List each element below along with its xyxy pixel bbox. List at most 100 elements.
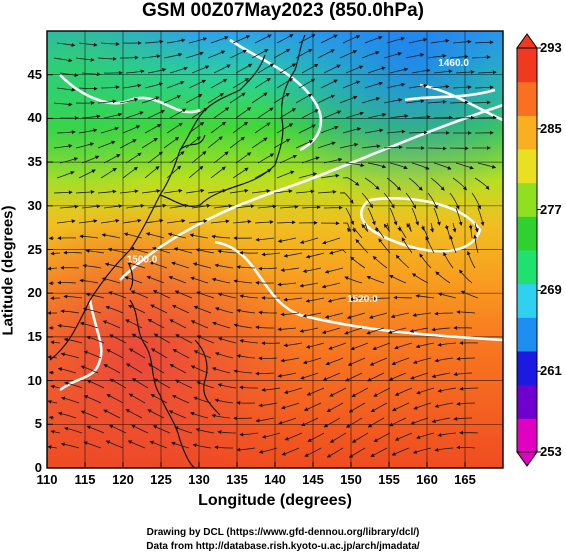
wind-arrow (276, 220, 296, 225)
wind-arrow (152, 425, 171, 434)
wind-arrow (300, 417, 319, 427)
wind-arrow (152, 290, 171, 299)
wind-arrow (169, 66, 188, 74)
wind-arrow (350, 256, 366, 269)
wind-arrow (273, 138, 291, 149)
wind-arrow (229, 136, 246, 149)
colorbar-segment (517, 384, 537, 419)
wind-arrow (474, 177, 490, 190)
wind-arrow (195, 248, 215, 254)
wind-arrow (300, 372, 319, 380)
wind-arrow (386, 177, 402, 191)
wind-arrow (235, 152, 252, 164)
wind-arrow (433, 162, 452, 170)
wind-arrow (434, 447, 454, 452)
wind-arrow (213, 204, 233, 209)
wind-arrow (53, 57, 73, 63)
wind-arrow (298, 34, 316, 44)
wind-arrow (103, 204, 123, 209)
wind-arrow (324, 312, 344, 319)
wind-arrow (366, 327, 385, 335)
wind-arrow (411, 207, 420, 226)
wind-arrow (391, 402, 410, 412)
wind-arrow (383, 145, 403, 150)
wind-arrow (150, 393, 168, 404)
wind-arrow (83, 350, 102, 359)
wind-arrow (166, 165, 182, 179)
wind-arrow (452, 177, 467, 191)
wind-arrow (251, 92, 268, 104)
wind-arrow (477, 207, 485, 226)
wind-arrow (50, 251, 61, 256)
wind-arrow (323, 157, 343, 164)
wind-arrow (255, 417, 275, 423)
wind-arrow (326, 447, 344, 458)
colorbar-segment (517, 418, 537, 453)
wind-arrow (128, 393, 146, 404)
wind-arrow (210, 219, 230, 224)
wind-arrow (434, 357, 454, 363)
wind-arrow (125, 69, 145, 74)
wind-arrow (412, 357, 432, 364)
wind-arrow (109, 334, 127, 344)
wind-arrow (437, 387, 457, 393)
wind-arrow (59, 72, 79, 78)
colorbar-segment (517, 48, 537, 83)
wind-arrow (257, 204, 277, 209)
height-contours (59, 38, 504, 392)
wind-arrow (388, 275, 407, 284)
wind-arrow (342, 222, 352, 233)
wind-arrow (239, 294, 259, 299)
wind-arrow (172, 349, 190, 359)
wind-arrow (131, 424, 149, 434)
colorbar-segment (517, 250, 537, 285)
colorbar-segment (517, 283, 537, 318)
wind-arrow (394, 342, 413, 350)
wind-arrow (390, 312, 410, 319)
wind-arrow (53, 144, 73, 149)
wind-arrow (408, 130, 428, 135)
wind-arrow (50, 384, 61, 389)
wind-arrow (344, 327, 363, 335)
wind-arrow (166, 80, 185, 89)
wind-arrow (251, 137, 268, 149)
wind-arrow (80, 365, 99, 374)
wind-arrow (278, 417, 297, 425)
wind-arrow (123, 232, 143, 239)
wind-arrow (444, 224, 451, 239)
wind-arrow (214, 352, 234, 359)
wind-arrow (47, 399, 58, 404)
wind-arrow (347, 357, 366, 366)
contour-label: 1460.0 (438, 58, 469, 69)
wind-arrow (305, 342, 325, 349)
colorbar-segment (517, 351, 537, 386)
wind-arrow (83, 395, 102, 404)
wind-arrow (100, 218, 120, 224)
wind-arrow (83, 441, 102, 449)
wind-arrow (213, 64, 231, 74)
wind-arrow (406, 222, 412, 232)
wind-arrow (141, 54, 161, 59)
wind-arrow (147, 363, 165, 374)
wind-arrow (386, 36, 406, 44)
wind-arrow (299, 327, 319, 333)
wind-arrow (185, 51, 204, 59)
wind-arrow (473, 234, 479, 254)
wind-arrow (101, 233, 121, 239)
wind-arrow (211, 413, 231, 419)
wind-arrow (100, 126, 119, 134)
wind-arrow (397, 226, 407, 239)
wind-arrow (459, 269, 473, 284)
wind-arrow (391, 357, 410, 366)
wind-arrow (412, 312, 432, 317)
wind-arrow (452, 39, 472, 44)
wind-arrow (298, 172, 318, 179)
wind-arrow (105, 440, 124, 449)
wind-arrow (345, 65, 364, 74)
wind-arrow (361, 222, 369, 232)
wind-arrow (214, 398, 234, 404)
wind-arrow (410, 417, 429, 425)
wind-arrow (175, 379, 193, 389)
wind-arrow (217, 337, 237, 344)
colorbar (516, 33, 541, 467)
